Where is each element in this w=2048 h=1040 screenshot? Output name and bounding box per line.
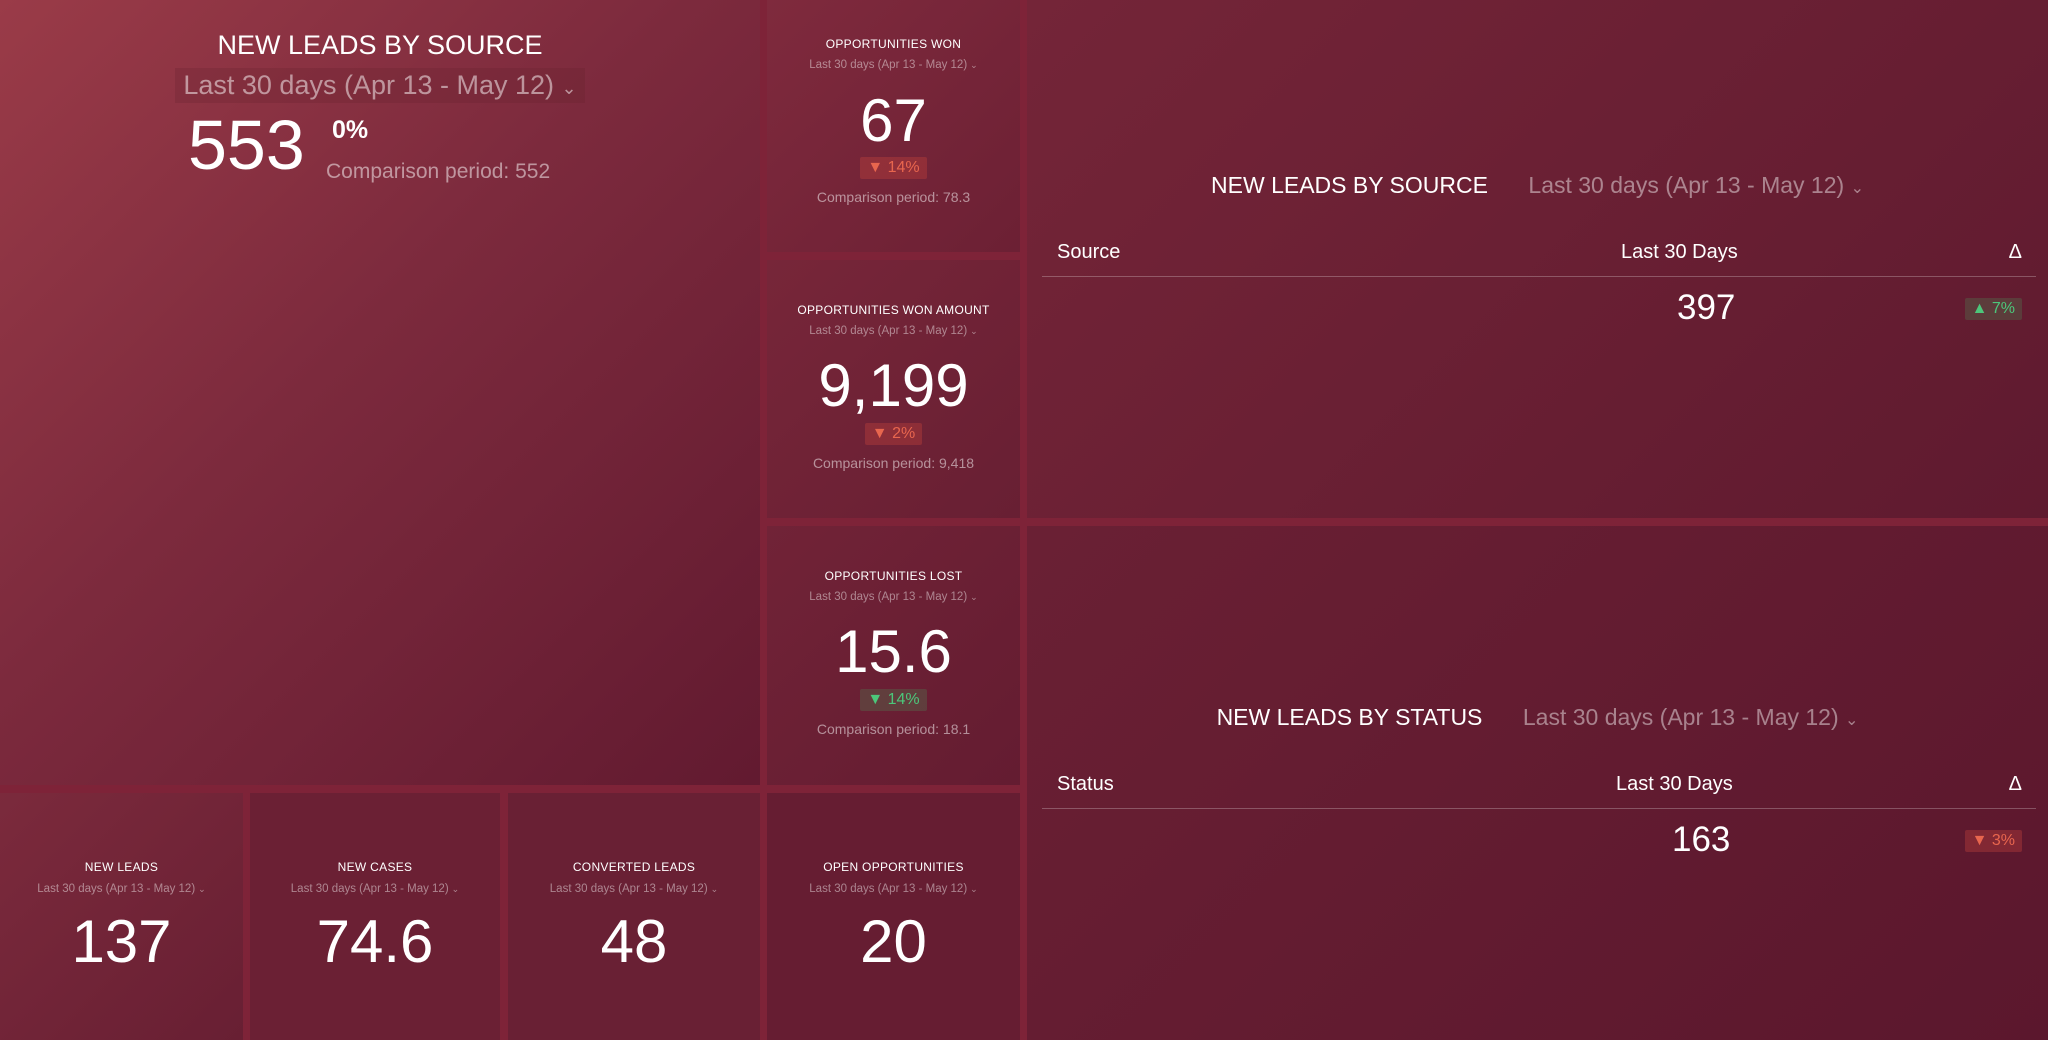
chevron-down-icon: ⌄ bbox=[561, 78, 577, 98]
change-percent: 0% bbox=[332, 116, 369, 144]
column-header-last-30-days[interactable]: Last 30 Days bbox=[1621, 241, 1738, 263]
metric-value: 20 bbox=[860, 908, 927, 975]
period-dropdown[interactable]: Last 30 days (Apr 13 - May 12) ⌄ bbox=[1523, 704, 1859, 730]
opportunities-lost-widget: OPPORTUNITIES LOST Last 30 days (Apr 13 … bbox=[767, 526, 1020, 785]
leads-by-source-table-widget: NEW LEADS BY SOURCE Last 30 days (Apr 13… bbox=[1027, 0, 2048, 518]
metric-value: 67 bbox=[860, 87, 927, 154]
period-dropdown[interactable]: Last 30 days (Apr 13 - May 12) ⌄ bbox=[1528, 172, 1864, 198]
widget-title: OPEN OPPORTUNITIES bbox=[823, 860, 964, 874]
comparison-text: Comparison period: 78.3 bbox=[816, 189, 971, 205]
chevron-down-icon: ⌄ bbox=[451, 884, 460, 894]
converted-leads-widget: CONVERTED LEADS Last 30 days (Apr 13 - M… bbox=[508, 793, 760, 1040]
widget-title: OPPORTUNITIES WON AMOUNT bbox=[797, 303, 990, 317]
period-dropdown[interactable]: Last 30 days (Apr 13 - May 12) ⌄ bbox=[767, 325, 1020, 337]
leads-by-status-table-widget: NEW LEADS BY STATUS Last 30 days (Apr 13… bbox=[1027, 526, 2048, 1040]
column-header-delta[interactable]: Δ bbox=[2008, 241, 2022, 263]
widget-title: NEW LEADS BY SOURCE bbox=[217, 30, 543, 60]
period-dropdown[interactable]: Last 30 days (Apr 13 - May 12) ⌄ bbox=[508, 883, 760, 895]
metric-value: 15.6 bbox=[835, 618, 952, 685]
column-header-last-30-days[interactable]: Last 30 Days bbox=[1616, 773, 1733, 795]
header-divider bbox=[1042, 276, 2036, 277]
period-label: Last 30 days (Apr 13 - May 12) bbox=[1528, 172, 1845, 198]
chevron-down-icon: ⌄ bbox=[970, 326, 978, 336]
row-value: 163 bbox=[1672, 820, 1731, 859]
period-label: Last 30 days (Apr 13 - May 12) bbox=[1522, 704, 1839, 730]
metric-value: 137 bbox=[71, 908, 172, 975]
chevron-down-icon: ⌄ bbox=[198, 884, 206, 894]
change-badge: ▼ 14% bbox=[860, 157, 927, 179]
period-dropdown[interactable]: Last 30 days (Apr 13 - May 12) ⌄ bbox=[250, 883, 500, 895]
metric-value: 74.6 bbox=[316, 908, 434, 975]
comparison-text: Comparison period: 552 bbox=[326, 160, 551, 183]
widget-title: NEW LEADS BY SOURCE bbox=[1211, 172, 1488, 198]
new-cases-widget: NEW CASES Last 30 days (Apr 13 - May 12)… bbox=[250, 793, 500, 1040]
metric-value: 553 bbox=[188, 106, 305, 184]
change-badge: ▼ 14% bbox=[860, 689, 927, 711]
change-badge: ▼ 3% bbox=[1964, 830, 2022, 852]
column-header-source[interactable]: Source bbox=[1057, 241, 1121, 263]
chevron-down-icon: ⌄ bbox=[970, 60, 978, 70]
chevron-down-icon: ⌄ bbox=[970, 884, 978, 894]
column-header-status[interactable]: Status bbox=[1057, 773, 1114, 795]
open-opportunities-widget: OPEN OPPORTUNITIES Last 30 days (Apr 13 … bbox=[767, 793, 1020, 1040]
row-value: 397 bbox=[1677, 288, 1736, 327]
period-dropdown[interactable]: Last 30 days (Apr 13 - May 12) ⌄ bbox=[767, 59, 1020, 71]
widget-title: NEW LEADS bbox=[84, 860, 159, 874]
change-badge: ▲ 7% bbox=[1964, 298, 2022, 320]
period-dropdown[interactable]: Last 30 days (Apr 13 - May 12) ⌄ bbox=[175, 68, 585, 103]
comparison-text: Comparison period: 9,418 bbox=[812, 455, 975, 471]
widget-title: CONVERTED LEADS bbox=[572, 860, 696, 874]
change-badge: ▼ 2% bbox=[864, 423, 923, 445]
chevron-down-icon: ⌄ bbox=[970, 592, 978, 602]
widget-title: OPPORTUNITIES LOST bbox=[824, 569, 963, 583]
period-label: Last 30 days (Apr 13 - May 12) bbox=[809, 325, 968, 337]
widget-title: OPPORTUNITIES WON bbox=[825, 37, 962, 51]
period-label: Last 30 days (Apr 13 - May 12) bbox=[809, 883, 968, 895]
period-label: Last 30 days (Apr 13 - May 12) bbox=[809, 59, 968, 71]
widget-title: NEW CASES bbox=[337, 860, 413, 874]
opportunities-won-widget: OPPORTUNITIES WON Last 30 days (Apr 13 -… bbox=[767, 0, 1020, 252]
period-dropdown[interactable]: Last 30 days (Apr 13 - May 12) ⌄ bbox=[767, 591, 1020, 603]
period-label: Last 30 days (Apr 13 - May 12) bbox=[37, 883, 196, 895]
chevron-down-icon: ⌄ bbox=[710, 884, 719, 894]
period-label: Last 30 days (Apr 13 - May 12) bbox=[290, 883, 449, 895]
comparison-text: Comparison period: 18.1 bbox=[816, 721, 971, 737]
widget-title: NEW LEADS BY STATUS bbox=[1216, 704, 1483, 730]
metric-value: 9,199 bbox=[818, 352, 969, 419]
column-header-delta[interactable]: Δ bbox=[2008, 773, 2022, 795]
period-label: Last 30 days (Apr 13 - May 12) bbox=[809, 591, 968, 603]
chevron-down-icon: ⌄ bbox=[1850, 180, 1864, 197]
new-leads-by-source-widget: NEW LEADS BY SOURCE Last 30 days (Apr 13… bbox=[0, 0, 760, 785]
period-label: Last 30 days (Apr 13 - May 12) bbox=[549, 883, 708, 895]
header-divider bbox=[1042, 808, 2036, 809]
period-dropdown[interactable]: Last 30 days (Apr 13 - May 12) ⌄ bbox=[0, 883, 243, 895]
metric-value: 48 bbox=[600, 908, 668, 975]
chevron-down-icon: ⌄ bbox=[1845, 712, 1859, 729]
opportunities-won-amount-widget: OPPORTUNITIES WON AMOUNT Last 30 days (A… bbox=[767, 260, 1020, 518]
period-label: Last 30 days (Apr 13 - May 12) bbox=[183, 70, 555, 100]
period-dropdown[interactable]: Last 30 days (Apr 13 - May 12) ⌄ bbox=[767, 883, 1020, 895]
new-leads-widget: NEW LEADS Last 30 days (Apr 13 - May 12)… bbox=[0, 793, 243, 1040]
